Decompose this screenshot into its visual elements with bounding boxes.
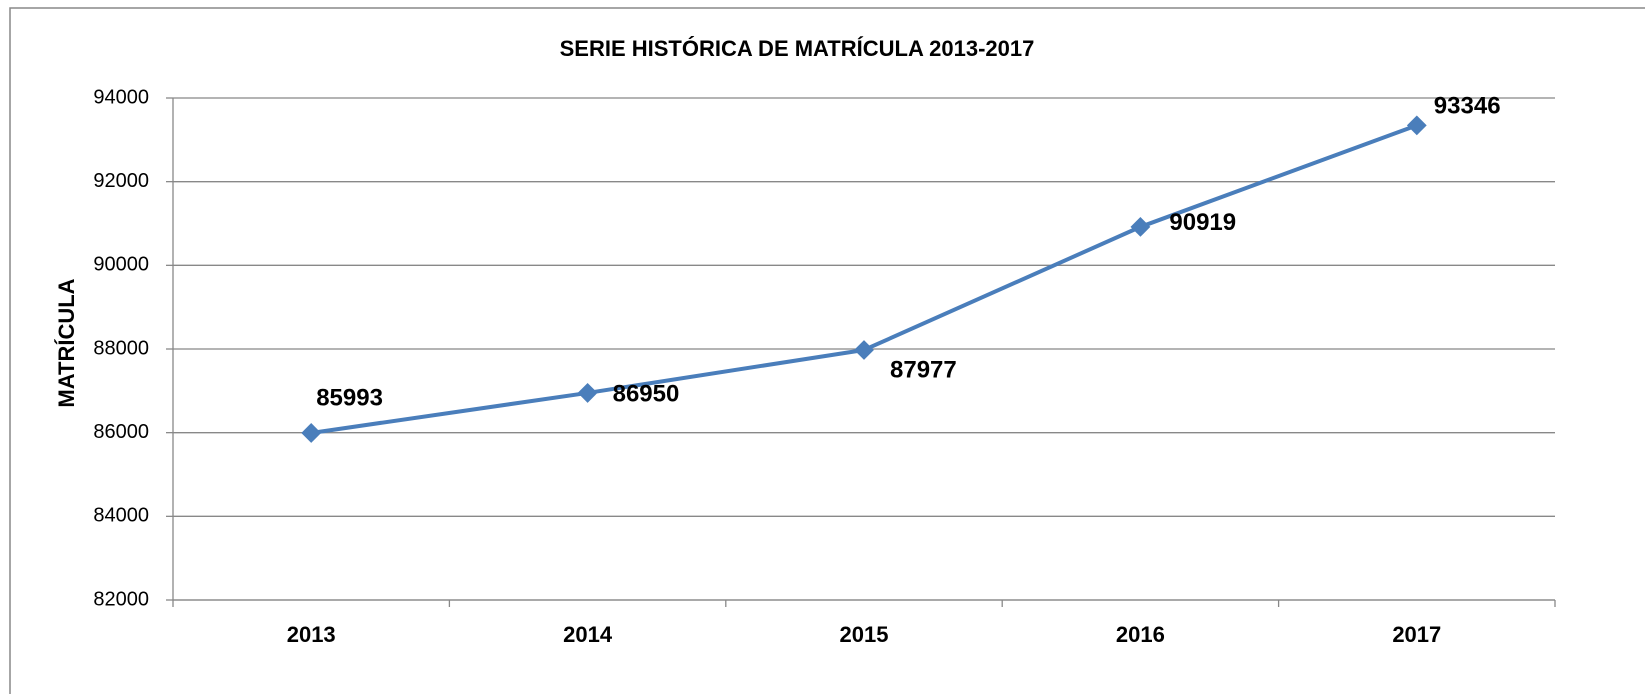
x-tick-label: 2017 [1392, 622, 1441, 647]
data-label: 90919 [1169, 209, 1236, 236]
y-tick-label: 84000 [93, 505, 149, 527]
data-point [577, 383, 598, 403]
data-point [1130, 216, 1151, 237]
data-label: 93346 [1434, 93, 1501, 120]
y-tick-label: 82000 [93, 588, 149, 610]
x-tick-label: 2014 [563, 622, 613, 647]
data-label: 85993 [316, 384, 383, 411]
data-point [854, 340, 874, 360]
chart-title: SERIE HISTÓRICA DE MATRÍCULA 2013-2017 [560, 36, 1035, 61]
chart-frame [9, 7, 1645, 694]
x-tick-label: 2016 [1116, 622, 1165, 647]
y-axis-title: MATRÍCULA [54, 278, 79, 407]
y-tick-label: 86000 [93, 421, 149, 443]
data-point [301, 423, 322, 443]
y-tick-label: 94000 [93, 86, 149, 108]
y-tick-label: 92000 [93, 170, 149, 192]
data-label: 86950 [613, 380, 680, 407]
data-point [1406, 115, 1427, 136]
data-label: 87977 [890, 356, 957, 383]
y-tick-label: 88000 [93, 337, 149, 359]
x-tick-label: 2015 [840, 622, 889, 647]
x-tick-label: 2013 [287, 622, 336, 647]
y-tick-label: 90000 [93, 254, 149, 276]
